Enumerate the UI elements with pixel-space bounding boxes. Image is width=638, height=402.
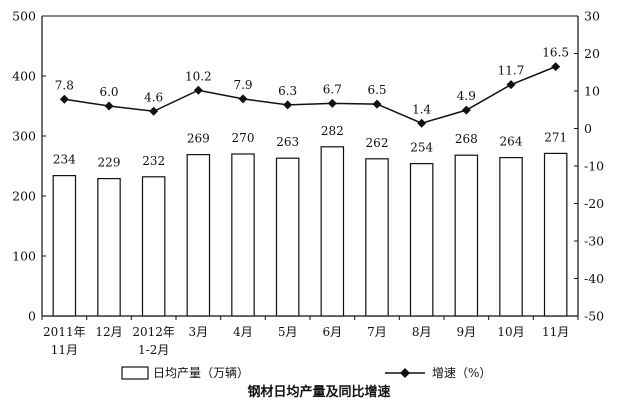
left-tick-label: 0 [28, 309, 36, 324]
bar-value-label: 263 [276, 135, 299, 149]
bar [141, 176, 166, 317]
right-tick-label: -10 [584, 159, 604, 174]
bar [543, 152, 568, 317]
growth-point-diamond-icon [283, 100, 293, 110]
bar-value-label: 269 [187, 132, 210, 146]
right-tick-label: -20 [584, 196, 604, 211]
legend-diamond-icon [400, 368, 410, 378]
growth-value-label: 1.4 [412, 102, 431, 116]
bar-value-label: 229 [98, 156, 121, 170]
growth-point-diamond-icon [461, 105, 471, 115]
growth-value-label: 6.7 [323, 82, 342, 96]
growth-line [64, 65, 556, 125]
growth-point-diamond-icon [59, 94, 69, 104]
axes: 0 100 200 300 400 500 -50 -40 -30 -20 -10 0 10 20 30 20… [12, 9, 604, 358]
line-series [59, 62, 561, 128]
bar-value-label: 268 [455, 132, 478, 146]
growth-point-diamond-icon [506, 80, 516, 90]
bar [454, 154, 479, 317]
right-tick-label: 0 [584, 121, 592, 136]
x-tick-label: 5月 [278, 325, 298, 339]
x-tick-label: 7月 [367, 325, 387, 339]
bar-series [52, 146, 568, 317]
right-tick-label: -50 [584, 309, 604, 324]
left-tick-label: 100 [12, 249, 36, 264]
bar-value-label: 271 [544, 130, 567, 144]
bar [499, 157, 523, 317]
bar-value-label: 282 [321, 124, 344, 138]
legend: 日均产量（万辆） 增速（%） [121, 366, 491, 380]
bar-value-label: 270 [232, 131, 255, 145]
right-tick-label: -40 [584, 271, 604, 286]
bar [275, 157, 300, 317]
x-tick-label: 2011年 [43, 325, 86, 339]
left-tick-label: 300 [12, 129, 36, 144]
data-labels: 234 229 232 269 270 263 282 262 254 268 264 271 7.8 6… [53, 46, 569, 170]
x-tick-label: 8月 [412, 325, 432, 339]
x-tick-label: 4月 [233, 325, 253, 339]
bar-value-label: 234 [53, 153, 76, 167]
bar [97, 178, 121, 317]
growth-point-diamond-icon [327, 98, 337, 108]
bar [365, 158, 389, 317]
left-tick-label: 500 [12, 9, 36, 24]
legend-bar-label: 日均产量（万辆） [153, 366, 249, 380]
bar-value-label: 254 [410, 141, 433, 155]
chart-title: 钢材日均产量及同比增速 [247, 384, 390, 400]
x-tick-label: 11月 [542, 325, 569, 339]
growth-value-label: 4.9 [457, 89, 476, 103]
legend-line-label: 增速（%） [432, 366, 491, 380]
x-tick-label: 10月 [497, 325, 524, 339]
growth-point-diamond-icon [149, 106, 159, 116]
left-tick-label: 200 [12, 189, 36, 204]
x-tick-label: 12月 [95, 325, 122, 339]
growth-value-label: 16.5 [542, 46, 569, 60]
right-tick-label: 30 [584, 9, 600, 24]
bar [186, 154, 211, 317]
growth-value-label: 6.5 [367, 83, 386, 97]
growth-value-label: 7.8 [55, 78, 74, 92]
growth-point-diamond-icon [417, 118, 427, 128]
growth-point-diamond-icon [372, 99, 382, 109]
growth-value-label: 7.9 [233, 78, 252, 92]
bar-value-label: 232 [142, 154, 165, 168]
bar-value-label: 262 [366, 136, 389, 150]
bar [231, 153, 255, 317]
growth-value-label: 4.6 [144, 90, 163, 104]
growth-value-label: 6.3 [278, 84, 297, 98]
bar-value-label: 264 [500, 135, 523, 149]
x-tick-label: 1-2月 [138, 343, 169, 357]
bar [409, 163, 434, 317]
growth-point-diamond-icon [104, 101, 114, 111]
growth-value-label: 6.0 [99, 85, 118, 99]
growth-value-label: 10.2 [185, 69, 212, 83]
growth-point-diamond-icon [193, 85, 203, 95]
x-tick-label: 2012年 [132, 325, 175, 339]
x-tick-label: 6月 [323, 325, 343, 339]
growth-point-diamond-icon [238, 94, 248, 104]
x-tick-label: 3月 [189, 325, 209, 339]
right-tick-label: 10 [584, 84, 600, 99]
x-tick-label: 11月 [51, 343, 78, 357]
x-tick-label: 9月 [457, 325, 477, 339]
left-tick-label: 400 [12, 69, 36, 84]
right-tick-label: 20 [584, 46, 600, 61]
growth-value-label: 11.7 [498, 64, 525, 78]
bar [320, 146, 345, 317]
bar [52, 175, 77, 317]
growth-point-diamond-icon [551, 62, 561, 72]
legend-bar-swatch [121, 366, 149, 380]
right-tick-label: -30 [584, 234, 604, 249]
